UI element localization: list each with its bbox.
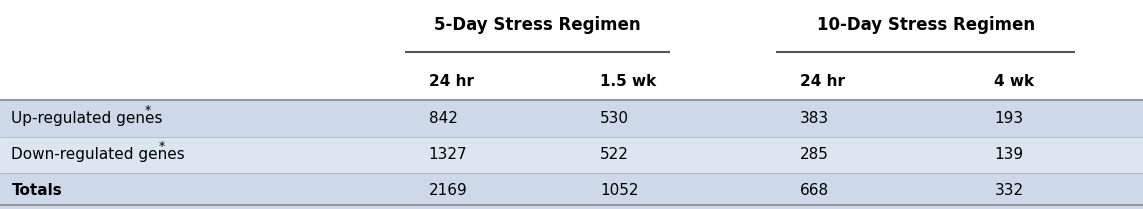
Text: 383: 383 [800,111,829,126]
Text: 1.5 wk: 1.5 wk [600,74,656,89]
Text: *: * [145,104,151,117]
Text: Up-regulated genes: Up-regulated genes [11,111,163,126]
FancyBboxPatch shape [0,136,1143,173]
Text: *: * [159,140,165,153]
Text: 193: 193 [994,111,1023,126]
Text: 285: 285 [800,147,829,162]
Text: 24 hr: 24 hr [800,74,845,89]
Text: 522: 522 [600,147,629,162]
Text: 10-Day Stress Regimen: 10-Day Stress Regimen [817,16,1034,34]
Text: 668: 668 [800,183,829,198]
Text: 1327: 1327 [429,147,467,162]
Text: 1052: 1052 [600,183,639,198]
Text: 842: 842 [429,111,457,126]
Text: 5-Day Stress Regimen: 5-Day Stress Regimen [434,16,640,34]
Text: Down-regulated genes: Down-regulated genes [11,147,185,162]
FancyBboxPatch shape [0,173,1143,209]
Text: 332: 332 [994,183,1023,198]
Text: 530: 530 [600,111,629,126]
FancyBboxPatch shape [0,100,1143,136]
Text: 139: 139 [994,147,1023,162]
Text: 24 hr: 24 hr [429,74,473,89]
Text: 2169: 2169 [429,183,467,198]
Text: Totals: Totals [11,183,62,198]
Text: 4 wk: 4 wk [994,74,1034,89]
